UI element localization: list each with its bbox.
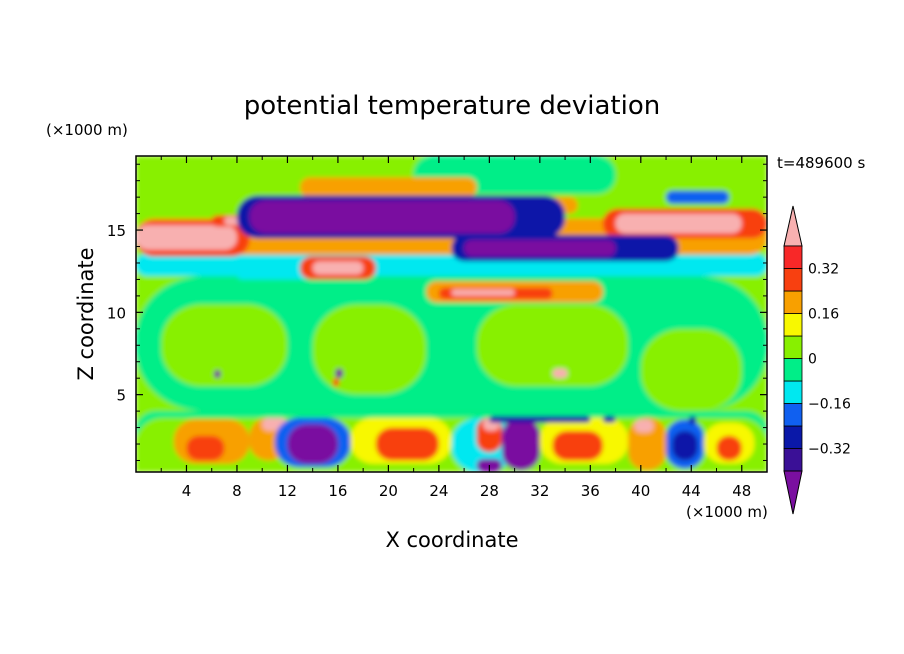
colorbar-band [783,403,803,427]
x-tick-label: 36 [581,482,600,500]
contour-region [464,239,616,257]
colorbar-bottom-triangle [783,470,803,515]
contour-region [451,289,515,296]
contour-region [501,417,540,471]
contour-region [287,424,338,464]
colorbar-label: 0.16 [808,307,839,323]
contour-region [375,427,439,461]
x-tick-label: 40 [631,482,650,500]
contour-field [136,156,767,472]
contour-region [186,435,225,461]
colorbar-band [783,425,803,449]
colorbar-label: −0.32 [808,442,851,458]
y-axis-label: Z coordinate [74,247,98,380]
colorbar-top-triangle [783,205,803,247]
contour-region [300,177,477,198]
x-axis: 4 8 12 16 20 24 28 32 36 40 44 48 [160,156,751,500]
contour-region [688,416,697,425]
contour-region [666,190,730,204]
contour-region [236,269,313,280]
contour-region [602,416,616,423]
contour-region [489,416,591,423]
contour-region [312,261,364,275]
contour-region [716,435,742,461]
contour-region [249,200,515,234]
x-axis-label: X coordinate [385,528,518,552]
contour-region [634,419,654,433]
contour-region [136,225,237,250]
x-tick-label: 24 [429,482,448,500]
x-tick-label: 20 [379,482,398,500]
contour-region [615,213,742,234]
x-tick-label: 16 [328,482,347,500]
colorbar-label: −0.16 [808,397,851,413]
contour-region [552,368,568,379]
colorbar-band [783,358,803,382]
x-tick-label: 28 [480,482,499,500]
x-tick-label: 32 [530,482,549,500]
colorbar-band [783,268,803,292]
x-tick-label: 4 [182,482,192,500]
contour-region [335,368,343,379]
contour-region [161,304,288,387]
contour-region [672,430,698,461]
colorbar-band [783,245,803,269]
x-tick-label: 48 [732,482,751,500]
y-tick-label: 15 [107,222,126,240]
colorbar: 0.32 0.16 0 −0.16 −0.32 [783,205,851,515]
chart-title: potential temperature deviation [244,91,660,121]
x-tick-label: 12 [278,482,297,500]
x-tick-label: 44 [682,482,701,500]
contour-region [640,328,742,412]
contour-region [214,369,221,379]
colorbar-band [783,313,803,337]
time-label: t=489600 s [777,154,865,172]
y-tick-label: 5 [116,387,126,405]
y-unit-label: (×1000 m) [46,121,128,139]
contour-region [552,430,603,461]
y-tick-label: 10 [107,304,126,322]
plot-frame [135,155,768,473]
contour-region [312,304,427,395]
colorbar-label: 0.32 [808,262,839,278]
x-unit-label: (×1000 m) [686,503,768,521]
y-axis: 5 10 15 [107,163,767,461]
colorbar-band [783,380,803,404]
contour-region [332,378,340,387]
x-tick-label: 8 [232,482,242,500]
colorbar-band [783,290,803,314]
colorbar-label: 0 [808,352,817,368]
colorbar-band [783,335,803,359]
contour-region [476,304,629,387]
colorbar-band [783,448,803,472]
